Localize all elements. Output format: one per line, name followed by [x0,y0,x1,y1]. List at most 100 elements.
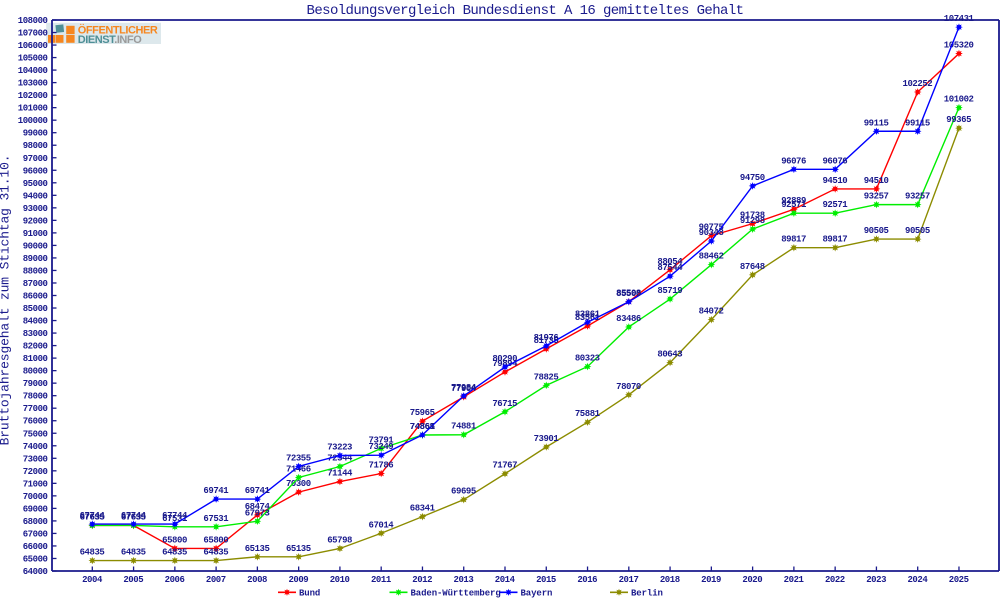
svg-text:2006: 2006 [165,575,185,585]
svg-text:90348: 90348 [699,228,724,238]
svg-text:99365: 99365 [946,115,971,125]
svg-text:75000: 75000 [23,429,48,439]
svg-text:Bruttojahresgehalt zum Stichta: Bruttojahresgehalt zum Stichtag 31.10. [0,155,13,446]
svg-text:64835: 64835 [121,548,146,558]
svg-text:67635: 67635 [121,512,146,522]
svg-text:80323: 80323 [575,354,600,364]
svg-text:ÖFFENTLICHER: ÖFFENTLICHER [78,24,158,37]
svg-text:90000: 90000 [23,241,48,251]
svg-text:67531: 67531 [203,514,229,524]
svg-text:DIENST.INFO: DIENST.INFO [78,34,142,46]
svg-text:74865: 74865 [410,422,435,432]
svg-text:68474: 68474 [245,502,271,512]
svg-text:90505: 90505 [864,226,889,236]
svg-text:80290: 80290 [492,354,517,364]
svg-text:73000: 73000 [23,454,48,464]
svg-text:2020: 2020 [742,575,762,585]
svg-text:80643: 80643 [657,350,682,360]
svg-text:90775: 90775 [699,223,724,233]
svg-text:67635: 67635 [80,512,105,522]
svg-text:99000: 99000 [23,129,48,139]
svg-text:2011: 2011 [371,575,392,585]
svg-text:72000: 72000 [23,467,48,477]
svg-text:91738: 91738 [740,211,765,221]
svg-text:78825: 78825 [534,372,559,382]
svg-text:2010: 2010 [330,575,350,585]
svg-text:84000: 84000 [23,317,48,327]
svg-text:78070: 78070 [616,382,641,392]
svg-text:2016: 2016 [577,575,597,585]
svg-text:88000: 88000 [23,266,48,276]
svg-text:101002: 101002 [944,95,974,105]
svg-text:65800: 65800 [203,535,228,545]
svg-text:64835: 64835 [203,548,228,558]
svg-text:100000: 100000 [18,116,48,126]
svg-text:73223: 73223 [327,443,352,453]
svg-text:83561: 83561 [575,313,601,323]
svg-text:75881: 75881 [575,409,601,419]
svg-text:2021: 2021 [784,575,805,585]
svg-text:87000: 87000 [23,279,48,289]
svg-text:87544: 87544 [657,263,683,273]
svg-text:70000: 70000 [23,492,48,502]
svg-text:98000: 98000 [23,141,48,151]
svg-text:73901: 73901 [534,434,560,444]
svg-text:Baden-Württemberg: Baden-Württemberg [411,589,501,599]
svg-text:102000: 102000 [18,91,48,101]
svg-text:85719: 85719 [657,286,682,296]
svg-text:83486: 83486 [616,314,641,324]
svg-text:2008: 2008 [247,575,267,585]
svg-text:73791: 73791 [369,435,395,445]
svg-text:88462: 88462 [699,252,724,262]
svg-text:74861: 74861 [410,422,436,432]
svg-text:74000: 74000 [23,442,48,452]
svg-text:92889: 92889 [781,196,806,206]
svg-text:72355: 72355 [286,453,311,463]
svg-text:72344: 72344 [327,454,353,464]
svg-text:71786: 71786 [369,461,394,471]
svg-text:108000: 108000 [18,16,48,26]
svg-text:96076: 96076 [822,156,847,166]
svg-text:67635: 67635 [80,512,105,522]
svg-text:102252: 102252 [903,79,933,89]
svg-text:2005: 2005 [123,575,143,585]
svg-text:67744: 67744 [80,511,106,521]
svg-text:84072: 84072 [699,307,724,317]
svg-text:65135: 65135 [286,544,311,554]
svg-text:77984: 77984 [451,383,477,393]
svg-text:2017: 2017 [619,575,639,585]
svg-text:67635: 67635 [121,512,146,522]
svg-text:2018: 2018 [660,575,680,585]
svg-text:82000: 82000 [23,342,48,352]
svg-text:75965: 75965 [410,408,435,418]
svg-text:95000: 95000 [23,179,48,189]
svg-text:67531: 67531 [162,514,188,524]
svg-text:93000: 93000 [23,204,48,214]
svg-text:79894: 79894 [492,359,518,369]
svg-text:68341: 68341 [410,504,436,514]
svg-text:96076: 96076 [781,156,806,166]
svg-text:83000: 83000 [23,329,48,339]
svg-text:2022: 2022 [825,575,845,585]
svg-text:74881: 74881 [451,422,477,432]
svg-text:107431: 107431 [944,14,975,24]
svg-text:65800: 65800 [162,535,187,545]
svg-text:105000: 105000 [18,54,48,64]
svg-text:68000: 68000 [23,517,48,527]
svg-text:2014: 2014 [495,575,516,585]
svg-text:89000: 89000 [23,254,48,264]
svg-text:85500: 85500 [616,289,641,299]
svg-text:2023: 2023 [866,575,886,585]
svg-text:67014: 67014 [369,520,395,530]
svg-text:67744: 67744 [121,511,147,521]
svg-text:91298: 91298 [740,216,765,226]
svg-text:94000: 94000 [23,191,48,201]
svg-text:2013: 2013 [454,575,474,585]
svg-text:92000: 92000 [23,216,48,226]
svg-text:70300: 70300 [286,479,311,489]
svg-text:104000: 104000 [18,66,48,76]
svg-text:65135: 65135 [245,544,270,554]
svg-text:107000: 107000 [18,29,48,39]
svg-text:Bayern: Bayern [521,589,553,599]
svg-text:94510: 94510 [822,176,847,186]
